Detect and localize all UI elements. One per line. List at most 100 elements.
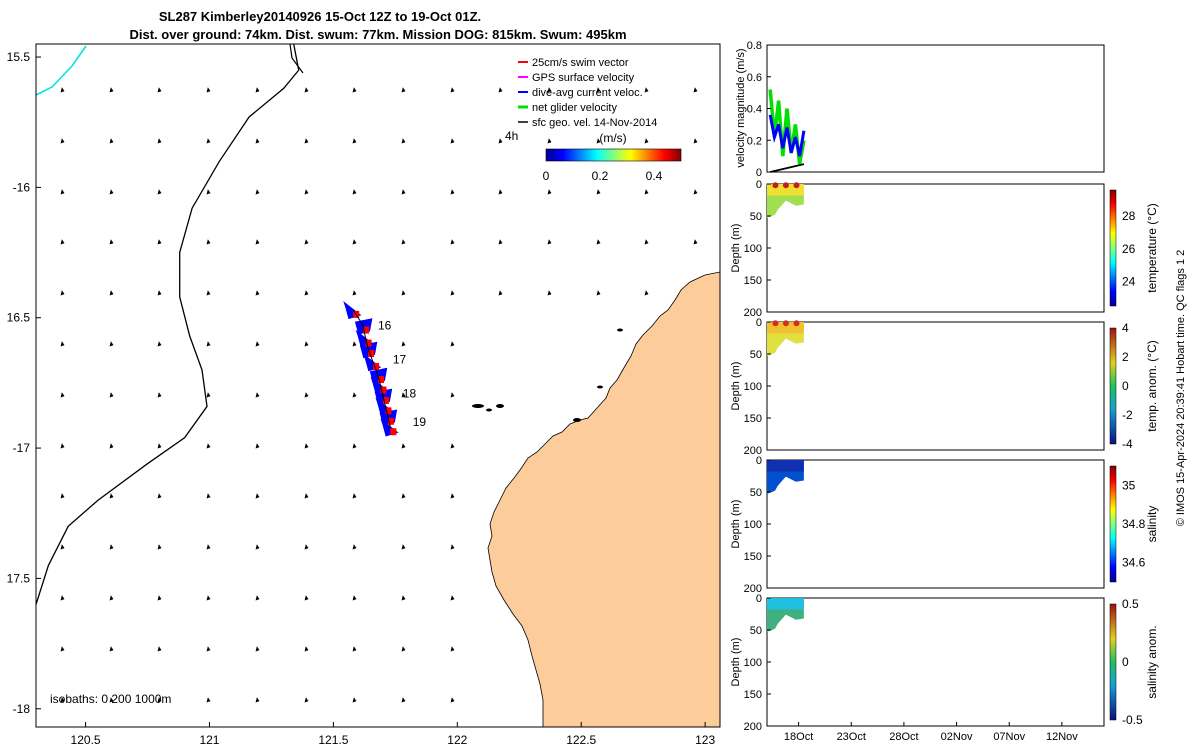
- current-arrow: [450, 138, 455, 144]
- velocity-series-line: [769, 163, 805, 173]
- depth-tick-label: 50: [750, 349, 762, 361]
- current-arrow: [304, 290, 309, 296]
- map-x-tick-label: 121: [199, 733, 219, 747]
- date-tick-label: 23Oct: [837, 731, 866, 743]
- current-arrow: [109, 544, 114, 550]
- current-arrow: [304, 87, 309, 93]
- map-panel: 16 17 18 19 120.5 121 121.5 122 122.5 123 15.5 -1…: [7, 43, 721, 747]
- current-arrow: [352, 87, 357, 93]
- current-arrow: [644, 87, 649, 93]
- current-arrow: [304, 595, 309, 601]
- section-surface-layer: [767, 184, 804, 196]
- section-colorbar: [1109, 327, 1117, 445]
- map-x-tick-label: 120.5: [71, 733, 101, 747]
- current-arrow: [60, 443, 65, 449]
- warm-surface-dot: [772, 320, 779, 327]
- depth-section-panel: 0 50 100 150 200 Depth (m) -0.5 0 0.5 salinity an…: [730, 593, 1159, 743]
- current-arrow: [157, 544, 162, 550]
- warm-surface-dot: [772, 182, 779, 189]
- velocity-series: [768, 89, 806, 173]
- map-y-tick-label: -17: [13, 441, 31, 455]
- current-arrow: [352, 697, 357, 703]
- depth-section-panel: 0 50 100 150 200 Depth (m) -4 -2 0 2 4 temp. anom. …: [730, 317, 1159, 457]
- current-arrow: [206, 392, 211, 398]
- depth-tick-label: 150: [744, 689, 762, 701]
- current-arrow: [450, 189, 455, 195]
- current-arrow: [547, 239, 552, 245]
- swim-vector: [363, 326, 370, 334]
- legend-dive: dive-avg current veloc.: [532, 87, 643, 99]
- current-arrow: [644, 138, 649, 144]
- current-arrow: [109, 392, 114, 398]
- current-arrow: [401, 341, 406, 347]
- colorbar-tick-label: 34.6: [1122, 556, 1146, 570]
- current-arrow: [352, 646, 357, 652]
- colorbar-label: temperature (°C): [1145, 203, 1159, 293]
- current-arrow: [304, 443, 309, 449]
- current-arrow: [206, 189, 211, 195]
- map-y-axis: 15.5 -16 16.5 -17 17.5 -18: [7, 50, 41, 716]
- current-arrow: [206, 697, 211, 703]
- current-arrow: [498, 290, 503, 296]
- colorbar-tick-label: 26: [1122, 242, 1136, 256]
- section-surface-layer: [767, 460, 804, 472]
- island-shape: [597, 385, 603, 389]
- colorbar-tick-label: 0.5: [1122, 597, 1139, 611]
- map-frame: [35, 43, 721, 728]
- current-arrow: [450, 697, 455, 703]
- depth-tick-label: 100: [744, 657, 762, 669]
- depth-tick-label: 200: [744, 445, 762, 457]
- current-arrow: [255, 239, 260, 245]
- island-shape: [472, 404, 484, 408]
- current-arrow: [693, 138, 698, 144]
- current-arrow: [304, 544, 309, 550]
- current-arrow: [157, 341, 162, 347]
- current-arrow: [109, 239, 114, 245]
- colorbar-tick-label: 0: [1122, 655, 1129, 669]
- current-arrow: [352, 290, 357, 296]
- colorbar-tick-label: 34.8: [1122, 517, 1146, 531]
- legend-swim: 25cm/s swim vector: [532, 57, 629, 69]
- current-arrow: [157, 138, 162, 144]
- depth-tick-label: 100: [744, 243, 762, 255]
- current-arrow: [401, 646, 406, 652]
- current-arrow: [157, 239, 162, 245]
- velocity-y-tick-label: 0.4: [747, 104, 762, 116]
- current-arrow: [109, 646, 114, 652]
- current-arrow: [401, 697, 406, 703]
- current-arrow: [644, 239, 649, 245]
- current-arrow: [498, 239, 503, 245]
- isobaths-label: isobaths: 0 200 1000m: [50, 692, 171, 706]
- colorbar-tick-label: 35: [1122, 478, 1136, 492]
- colorbar-tick-label: -4: [1122, 437, 1133, 451]
- current-arrow: [304, 341, 309, 347]
- depth-tick-label: 150: [744, 275, 762, 287]
- swim-vector: [373, 363, 380, 371]
- current-arrow: [547, 290, 552, 296]
- current-arrow: [157, 646, 162, 652]
- map-y-tick-label: 16.5: [7, 311, 31, 325]
- legend-sfc: sfc geo. vel. 14-Nov-2014: [532, 117, 657, 129]
- island-shape: [617, 328, 623, 332]
- current-arrow: [352, 341, 357, 347]
- glider-track: [343, 301, 399, 437]
- legend-net: net glider velocity: [532, 102, 617, 114]
- current-arrow: [401, 595, 406, 601]
- current-arrow: [498, 87, 503, 93]
- depth-tick-label: 0: [756, 317, 762, 329]
- current-arrow: [596, 239, 601, 245]
- swim-vector: [382, 396, 389, 404]
- depth-tick-label: 0: [756, 593, 762, 605]
- current-arrow: [450, 443, 455, 449]
- velocity-y-tick-label: 0.2: [747, 135, 762, 147]
- map-x-tick-label: 122: [447, 733, 467, 747]
- section-surface-layer: [767, 322, 804, 334]
- current-arrow: [450, 341, 455, 347]
- velocity-ylabel: velocity magnitude (m/s): [735, 48, 747, 167]
- current-arrow: [206, 595, 211, 601]
- current-vector-field: [60, 87, 698, 703]
- current-arrow: [255, 290, 260, 296]
- current-arrow: [401, 239, 406, 245]
- colorbar-unit: (m/s): [599, 131, 626, 145]
